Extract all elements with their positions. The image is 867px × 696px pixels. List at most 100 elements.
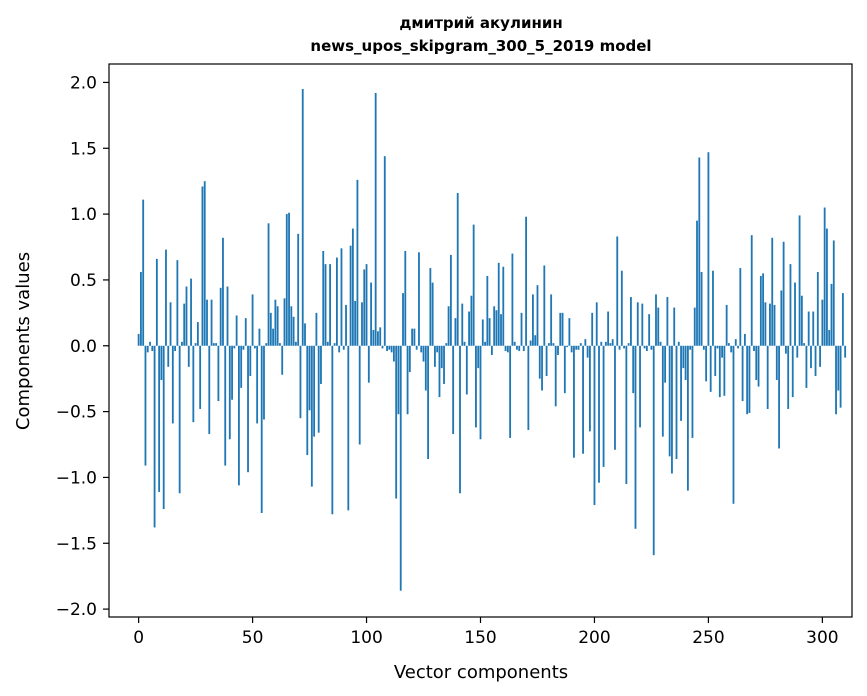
bar	[700, 272, 703, 346]
bar	[235, 315, 238, 346]
bar	[755, 345, 758, 380]
bar	[588, 345, 591, 432]
bar	[814, 345, 817, 377]
bar	[497, 262, 500, 346]
bar	[228, 345, 231, 440]
bar	[561, 312, 564, 346]
bar	[367, 345, 370, 383]
bar	[258, 328, 261, 346]
bar	[547, 343, 550, 346]
bar	[456, 193, 459, 346]
bar	[773, 304, 776, 346]
bar	[354, 301, 357, 346]
bar	[707, 152, 710, 346]
bar	[263, 345, 265, 420]
bar	[181, 341, 183, 346]
bar	[363, 269, 366, 346]
bar	[199, 345, 202, 409]
bar	[728, 343, 730, 346]
bar	[664, 345, 667, 383]
bar	[260, 345, 263, 513]
x-tick-label: 0	[133, 628, 144, 648]
bar	[771, 237, 774, 346]
x-axis-label: Vector components	[394, 662, 568, 683]
bar	[308, 345, 311, 411]
bar	[844, 345, 847, 358]
bar	[420, 345, 423, 353]
bar	[349, 245, 352, 346]
bar	[675, 345, 678, 459]
bar	[461, 303, 464, 346]
bar	[570, 345, 573, 353]
y-tick-label: 0.0	[70, 337, 97, 357]
x-tick-label: 300	[806, 628, 838, 648]
bar	[187, 345, 190, 367]
bar	[470, 295, 473, 346]
bar	[404, 250, 407, 346]
bar	[816, 272, 819, 346]
y-tick-label: 0.5	[70, 271, 97, 291]
bar	[452, 345, 455, 434]
bar	[472, 224, 475, 346]
bar	[657, 307, 660, 346]
y-tick-label: −2.0	[56, 600, 97, 620]
bar	[737, 345, 739, 349]
bar	[477, 345, 480, 369]
bar	[233, 345, 236, 349]
bar	[224, 345, 227, 466]
bar	[194, 343, 197, 346]
bar	[693, 307, 696, 346]
bar	[465, 345, 468, 395]
bar	[331, 345, 334, 515]
bar	[374, 92, 377, 346]
bar	[655, 294, 657, 346]
bar	[600, 341, 603, 346]
bar	[436, 345, 439, 353]
bar	[440, 345, 443, 369]
bar	[151, 345, 154, 352]
bar	[422, 345, 425, 362]
bar	[459, 345, 461, 494]
bar	[730, 345, 733, 353]
bar	[552, 343, 555, 346]
bar	[206, 299, 208, 346]
bar	[835, 345, 837, 415]
bar	[632, 345, 635, 394]
bar	[618, 345, 621, 350]
bar	[686, 345, 689, 491]
bar	[431, 282, 434, 346]
bar	[775, 345, 778, 380]
bar	[702, 345, 705, 350]
bar	[689, 345, 692, 350]
bar	[611, 339, 614, 346]
bar	[242, 345, 245, 350]
bar	[557, 345, 559, 355]
bar	[294, 341, 297, 346]
bar	[292, 316, 295, 346]
bar	[796, 345, 799, 358]
bar	[684, 345, 687, 380]
bar	[297, 233, 300, 346]
bar	[169, 302, 172, 346]
bar	[272, 328, 275, 346]
bar	[171, 345, 174, 424]
bar	[415, 345, 418, 350]
bar	[388, 345, 391, 350]
y-axis-label: Components values	[13, 252, 34, 430]
bar	[342, 345, 345, 350]
bar	[265, 343, 268, 346]
bar	[274, 299, 277, 346]
bar	[445, 343, 448, 346]
bar	[746, 345, 749, 415]
bar	[244, 318, 247, 346]
bar	[554, 345, 557, 407]
bar	[634, 345, 637, 529]
bar	[155, 258, 158, 346]
bar	[550, 294, 553, 346]
bar	[454, 318, 457, 346]
y-tick-label: 1.5	[70, 139, 97, 159]
bar	[443, 345, 445, 384]
bar	[249, 345, 252, 377]
bar	[750, 235, 753, 346]
